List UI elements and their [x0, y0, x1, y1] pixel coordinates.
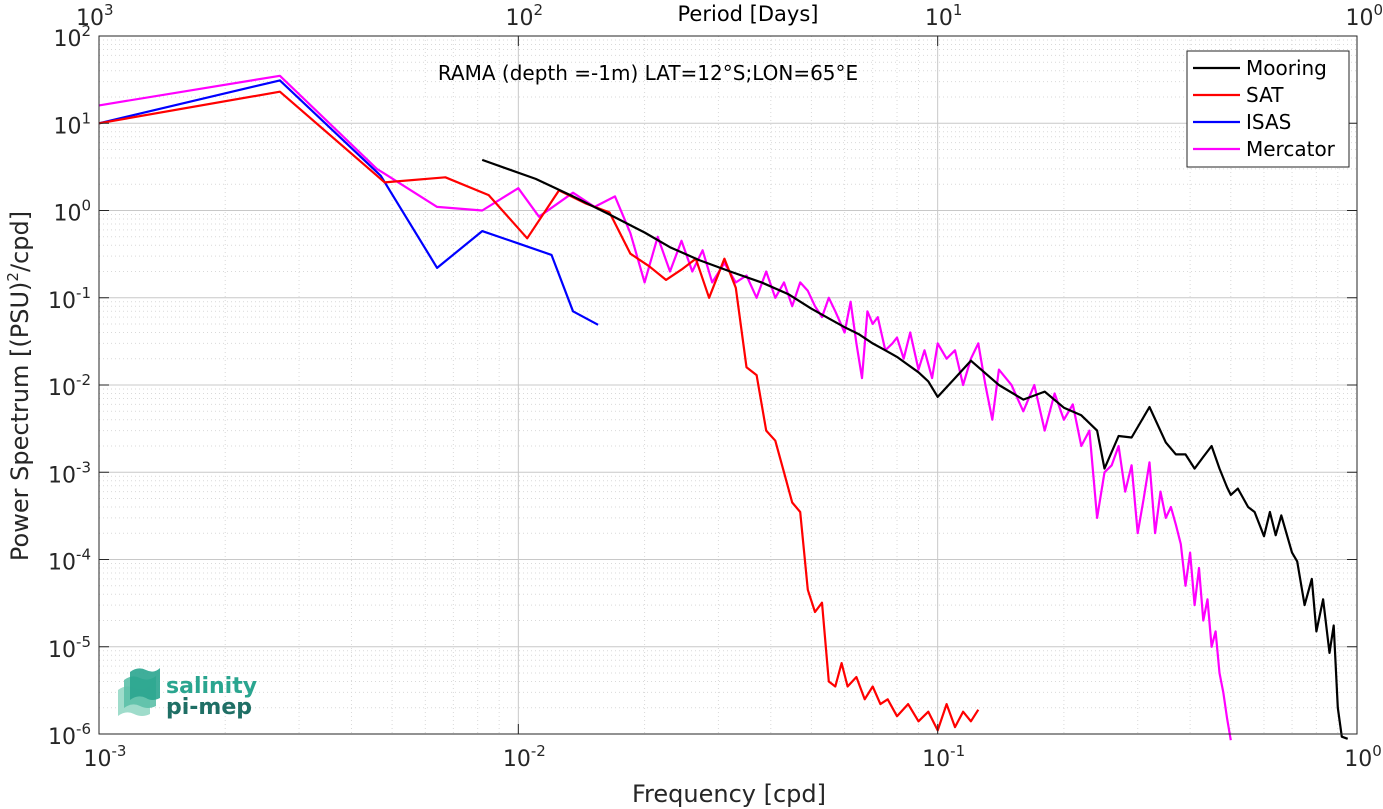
top-axis-tick-labels: 103 102 101 100	[76, 1, 1383, 31]
y-tick-label: 10-2	[48, 371, 91, 401]
salinity-pi-mep-logo: salinity pi-mep	[118, 668, 257, 720]
x-tick-label: 10-3	[84, 742, 127, 772]
y-tick-label: 102	[53, 22, 91, 52]
logo-line1: salinity	[166, 674, 257, 699]
y-axis-label: Power Spectrum [(PSU)2/cpd]	[4, 211, 34, 561]
series-line-isas	[98, 79, 599, 326]
series-line-mercator	[98, 74, 1232, 741]
legend-label: Mercator	[1246, 137, 1336, 161]
x-tick-label: 10-2	[503, 742, 546, 772]
top-axis-tick-label: 103	[76, 1, 114, 31]
series-layer	[98, 74, 1349, 741]
logo-waves-icon	[118, 668, 160, 716]
y-tick-label: 100	[53, 197, 91, 227]
legend: Mooring SAT ISAS Mercator	[1186, 50, 1350, 168]
y-tick-label: 101	[53, 109, 91, 139]
y-tick-labels: 10-6 10-5 10-4 10-3 10-2 10-1 100 101 102	[48, 22, 91, 750]
chart-title: RAMA (depth =-1m) LAT=12°S;LON=65°E	[438, 61, 858, 85]
x-tick-label: 100	[1344, 742, 1382, 772]
x-tick-labels: 10-3 10-2 10-1 100	[84, 742, 1382, 772]
legend-label: SAT	[1246, 83, 1284, 107]
y-tick-label: 10-1	[48, 284, 91, 314]
top-axis-tick-label: 100	[1345, 1, 1383, 31]
x-tick-label: 10-1	[922, 742, 965, 772]
top-axis-tick-label: 102	[506, 1, 544, 31]
series-line-mooring	[481, 158, 1349, 740]
legend-label: ISAS	[1246, 110, 1291, 134]
legend-box	[1186, 50, 1350, 168]
y-tick-label: 10-3	[48, 458, 91, 488]
top-axis-label: Period [Days]	[678, 2, 819, 26]
y-tick-label: 10-5	[48, 633, 91, 663]
top-axis-tick-label: 101	[925, 1, 963, 31]
y-tick-label: 10-6	[48, 720, 91, 750]
ticks	[98, 35, 1358, 735]
legend-label: Mooring	[1246, 56, 1327, 80]
x-axis-label: Frequency [cpd]	[632, 780, 826, 808]
y-tick-label: 10-4	[48, 546, 91, 576]
logo-line2: pi-mep	[166, 695, 252, 720]
